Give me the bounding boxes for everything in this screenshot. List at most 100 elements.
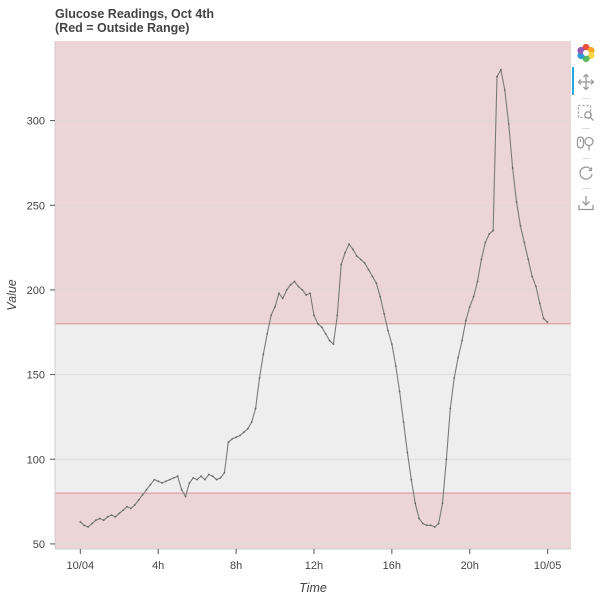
y-axis-title: Value — [5, 279, 19, 311]
data-point — [355, 255, 358, 257]
data-point — [324, 333, 327, 335]
chart-title-line-1: Glucose Readings, Oct 4th — [55, 7, 215, 21]
bokeh-logo-icon[interactable] — [575, 42, 597, 64]
data-point — [141, 493, 144, 496]
data-point — [204, 478, 206, 481]
data-point — [406, 451, 409, 454]
data-point — [95, 519, 97, 522]
data-point — [332, 343, 335, 345]
data-point — [98, 517, 101, 520]
x-axis-title: Time — [299, 581, 327, 595]
y-tick-label: 150 — [27, 370, 45, 382]
data-point — [359, 258, 362, 261]
data-point — [87, 526, 89, 528]
data-point — [465, 319, 467, 322]
data-point — [153, 478, 156, 481]
data-point — [262, 353, 265, 356]
data-point — [429, 524, 432, 527]
data-point — [519, 224, 522, 227]
data-point — [363, 261, 366, 264]
x-tick-label: 8h — [230, 560, 242, 572]
axes — [54, 41, 571, 550]
data-point — [266, 333, 269, 335]
data-point — [383, 312, 385, 315]
data-point — [523, 241, 526, 244]
data-point — [410, 478, 413, 481]
toolbar-separator — [582, 98, 590, 99]
data-point — [515, 201, 518, 203]
data-point — [348, 243, 350, 246]
data-point — [215, 478, 218, 481]
data-point — [126, 505, 128, 508]
data-point — [106, 515, 109, 518]
wheel-zoom-icon[interactable] — [575, 132, 597, 154]
data-point — [285, 289, 288, 291]
data-point — [169, 478, 171, 481]
data-point — [398, 390, 401, 393]
data-point — [289, 283, 292, 286]
data-point — [157, 480, 160, 483]
data-point — [211, 475, 214, 478]
data-point — [422, 522, 424, 525]
data-point — [130, 507, 132, 510]
data-point — [317, 322, 319, 325]
data-point — [254, 407, 257, 410]
data-point — [176, 475, 179, 478]
data-point — [468, 306, 471, 308]
data-point — [542, 317, 545, 320]
data-point — [375, 282, 378, 284]
chart-title: Glucose Readings, Oct 4th (Red = Outside… — [55, 7, 555, 35]
band-in-range — [55, 323, 571, 494]
pan-icon[interactable] — [575, 71, 597, 93]
data-point — [227, 441, 230, 444]
data-point — [488, 233, 491, 235]
data-point — [200, 475, 202, 478]
data-point — [402, 421, 405, 423]
reset-icon[interactable] — [575, 162, 597, 184]
data-point — [110, 514, 113, 516]
data-point — [503, 89, 506, 91]
data-point — [91, 522, 93, 525]
data-point — [367, 268, 370, 271]
data-point — [546, 321, 549, 323]
data-point — [441, 502, 444, 505]
data-point — [472, 295, 475, 298]
data-point — [274, 306, 276, 308]
data-point — [165, 480, 167, 483]
series-glucose — [79, 68, 549, 528]
data-point — [426, 524, 428, 527]
data-point — [192, 477, 195, 479]
x-tick-label: 10/04 — [67, 560, 95, 572]
data-point — [79, 521, 82, 523]
data-point — [352, 248, 354, 251]
data-point — [387, 329, 389, 332]
y-axis-ticks: 50 100 150 200 250 300 — [27, 116, 55, 551]
data-point — [320, 326, 323, 329]
data-point — [433, 526, 436, 528]
data-point — [161, 482, 164, 484]
data-point — [496, 75, 498, 78]
data-point — [114, 515, 117, 518]
data-point — [500, 68, 502, 71]
data-point — [219, 477, 222, 479]
data-point — [476, 280, 479, 283]
data-point — [196, 478, 199, 481]
data-point — [453, 377, 456, 379]
data-point — [137, 499, 140, 501]
data-point — [484, 241, 487, 244]
data-point — [344, 251, 346, 254]
data-point — [239, 434, 241, 437]
toolbar-separator — [582, 188, 590, 189]
box-zoom-icon[interactable] — [575, 102, 597, 124]
data-point — [270, 314, 272, 317]
data-point — [531, 275, 533, 278]
save-icon[interactable] — [575, 192, 597, 214]
data-point — [250, 421, 253, 423]
data-point — [535, 285, 537, 288]
data-point — [258, 377, 261, 379]
data-point — [445, 458, 448, 461]
data-point — [223, 471, 226, 474]
data-point — [449, 407, 452, 410]
y-tick-label: 200 — [27, 285, 45, 297]
